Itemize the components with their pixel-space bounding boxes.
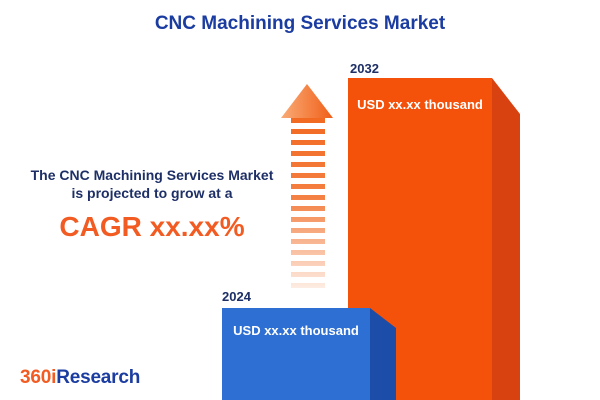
headline-line1: The CNC Machining Services Market [30,167,274,183]
bar-2024: USD xx.xx thousand [222,308,370,400]
logo-research: Research [56,367,141,388]
bar-year-label-2024: 2024 [222,289,251,304]
headline-line2: is projected to grow at a [71,184,233,201]
arrow-fade-overlay [291,118,325,294]
bar-2032-side-face [492,78,520,400]
bar-2024-value: USD xx.xx thousand [233,323,359,338]
bar-year-label-2032: 2032 [350,61,379,76]
growth-arrow-stripes-icon [291,118,325,294]
bar-2032-value: USD xx.xx thousand [357,97,483,112]
logo: 360iResearch [20,367,140,389]
headline: The CNC Machining Services Market is pro… [0,167,304,244]
logo-360i: 360i [20,367,57,388]
page-title: CNC Machining Services Market [154,13,446,34]
growth-arrow-icon [281,84,333,118]
cagr-value: CAGR xx.xx% [59,211,245,242]
